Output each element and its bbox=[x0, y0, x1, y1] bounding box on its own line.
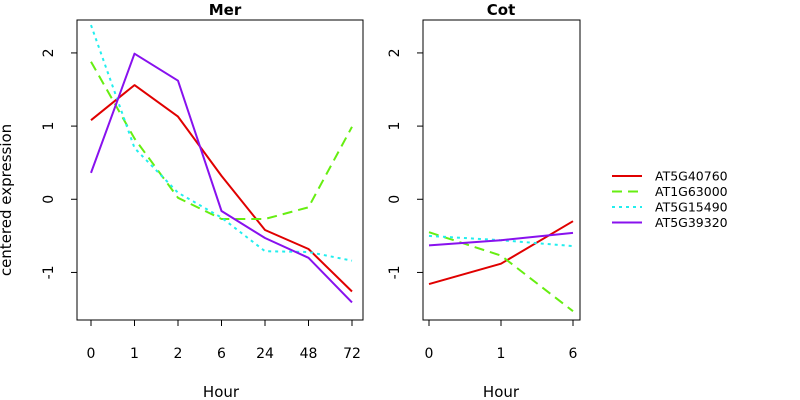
plot-frame-cot bbox=[422, 19, 581, 321]
x-tick-label-mer: 48 bbox=[300, 346, 318, 362]
x-axis-label-cot: Hour bbox=[483, 383, 520, 400]
series-lines-cot bbox=[428, 220, 574, 312]
y-tick-label-mer: -1 bbox=[41, 265, 57, 279]
legend-label-at5g40760: AT5G40760 bbox=[655, 168, 728, 183]
series-line-at5g15490-mer bbox=[90, 24, 353, 262]
plot-frame-mer bbox=[76, 19, 364, 321]
x-ticks-cot: 0 1 6 bbox=[425, 320, 578, 362]
series-line-at5g39320-cot bbox=[428, 231, 574, 247]
y-tick-label-mer: 2 bbox=[41, 48, 57, 57]
y-tick-label-mer: 1 bbox=[41, 122, 57, 131]
series-line-at1g63000-mer bbox=[90, 61, 353, 220]
legend-label-at5g15490: AT5G15490 bbox=[655, 199, 728, 214]
series-line-at5g40760-mer bbox=[90, 84, 353, 293]
x-tick-label-mer: 24 bbox=[256, 346, 274, 362]
panel-title-mer: Mer bbox=[209, 1, 242, 19]
y-ticks-mer: -1 0 1 2 bbox=[41, 48, 77, 279]
panel-cot: Cot -1 0 1 2 0 1 6 Hour bbox=[387, 1, 581, 400]
y-tick-label-mer: 0 bbox=[41, 195, 57, 204]
x-tick-label-mer: 6 bbox=[217, 346, 226, 362]
x-axis-label-mer: Hour bbox=[203, 383, 240, 400]
legend-label-at1g63000: AT1G63000 bbox=[655, 184, 728, 199]
y-tick-label-cot: 0 bbox=[387, 195, 403, 204]
x-tick-label-cot: 1 bbox=[497, 346, 506, 362]
series-line-at5g40760-cot bbox=[428, 220, 574, 286]
x-ticks-mer: 0 1 2 6 24 48 72 bbox=[87, 320, 361, 362]
panel-title-cot: Cot bbox=[487, 1, 515, 19]
series-line-at5g39320-mer bbox=[90, 52, 353, 304]
series-line-at1g63000-cot bbox=[428, 231, 574, 312]
y-ticks-cot: -1 0 1 2 bbox=[387, 48, 423, 279]
x-tick-label-mer: 2 bbox=[174, 346, 183, 362]
x-tick-label-mer: 72 bbox=[343, 346, 361, 362]
panel-mer: Mer -1 0 1 2 0 1 2 6 24 48 72 Hour bbox=[41, 1, 364, 400]
x-tick-label-cot: 0 bbox=[425, 346, 434, 362]
x-tick-label-mer: 1 bbox=[130, 346, 139, 362]
series-lines-mer bbox=[90, 24, 353, 304]
x-tick-label-cot: 6 bbox=[569, 346, 578, 362]
y-tick-label-cot: 2 bbox=[387, 48, 403, 57]
y-tick-label-cot: -1 bbox=[387, 265, 403, 279]
legend-label-at5g39320: AT5G39320 bbox=[655, 215, 728, 230]
y-axis-label: centered expression bbox=[0, 124, 15, 276]
x-tick-label-mer: 0 bbox=[87, 346, 96, 362]
y-tick-label-cot: 1 bbox=[387, 122, 403, 131]
